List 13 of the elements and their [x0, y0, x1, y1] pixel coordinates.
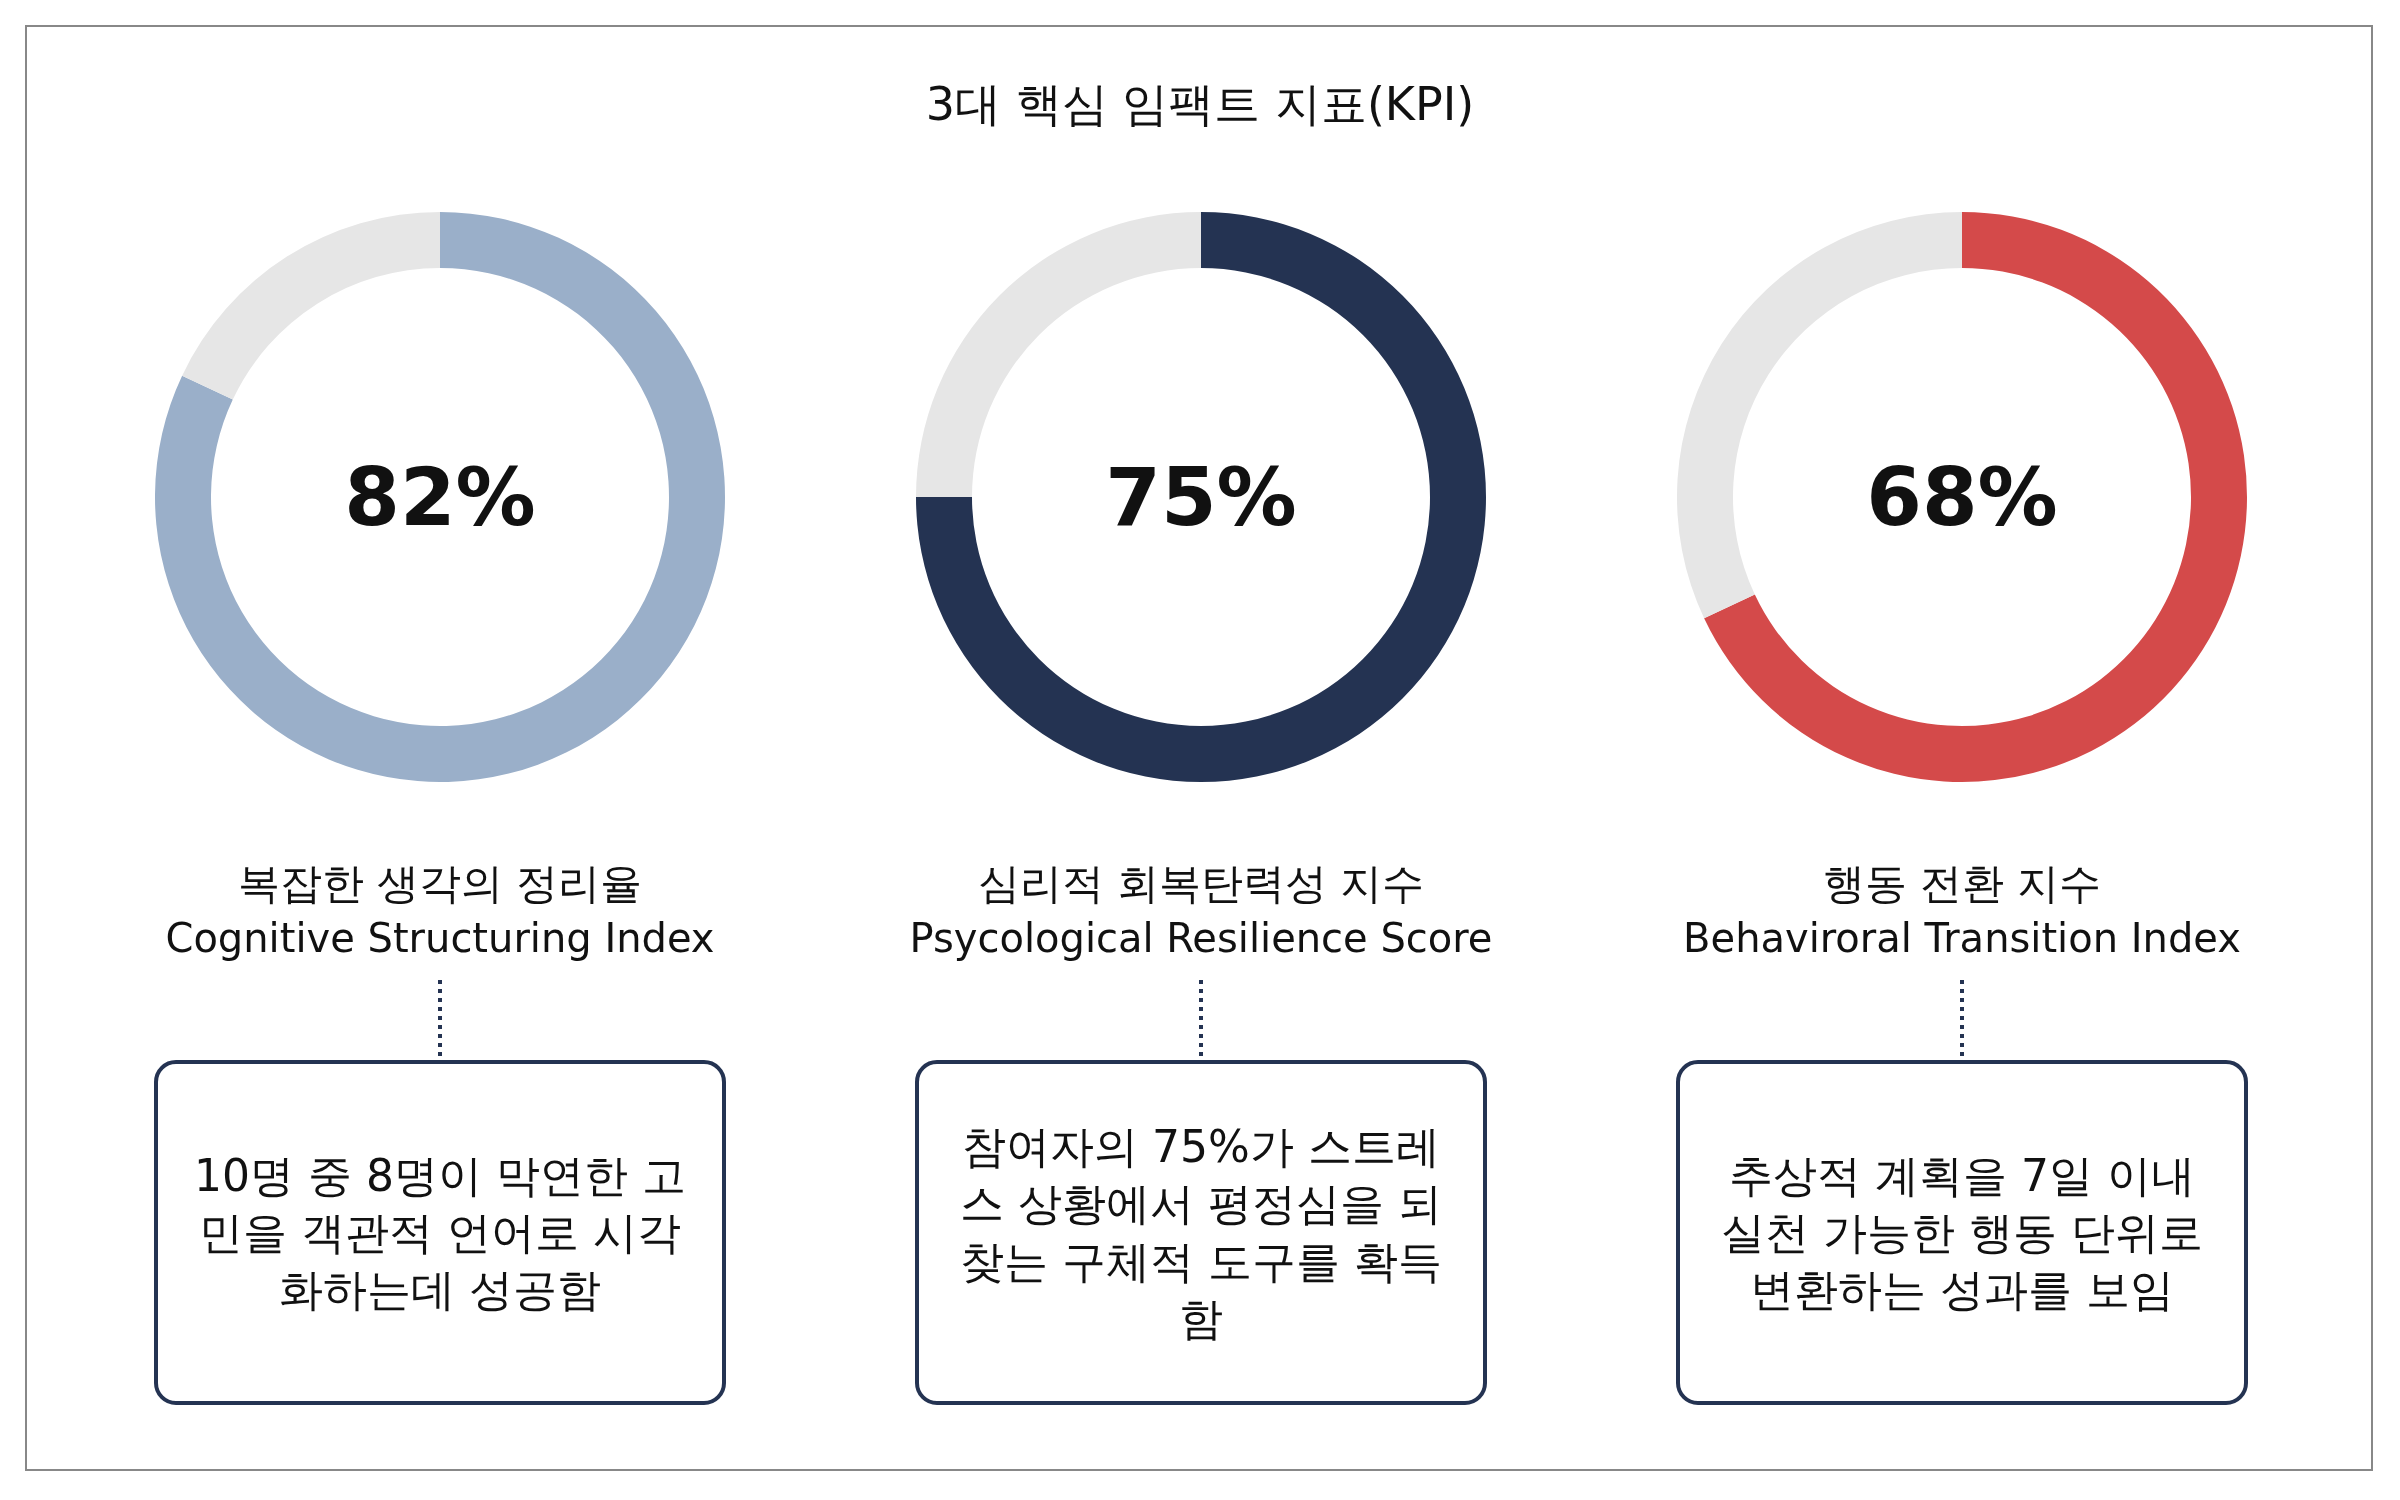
text: Psycological Resilience Score	[909, 915, 1493, 961]
text: 참여자의 75%가 스트레스 상황에서 평정심을 되찾는 구체적 도구를 확득함	[915, 1060, 1487, 1405]
text: Cognitive Structuring Index	[165, 915, 715, 961]
data-label: 68%	[1866, 451, 2058, 544]
text: 3대 핵심 임팩트 지표(KPI)	[925, 77, 1475, 131]
text: 추상적 계획을 7일 이내 실천 가능한 행동 단위로 변환하는 성과를 보임	[1676, 1060, 2248, 1405]
text: 10명 중 8명이 막연한 고민을 객관적 언어로 시각화하는데 성공함	[154, 1060, 726, 1405]
text: 복잡한 생각의 정리율	[237, 859, 643, 908]
text: Behaviroral Transition Index	[1683, 915, 2241, 961]
data-label: 75%	[1105, 451, 1297, 544]
text: 행동 전환 지수	[1822, 859, 2102, 908]
data-label: 82%	[344, 451, 536, 544]
text: 심리적 회복탄력성 지수	[977, 859, 1425, 908]
